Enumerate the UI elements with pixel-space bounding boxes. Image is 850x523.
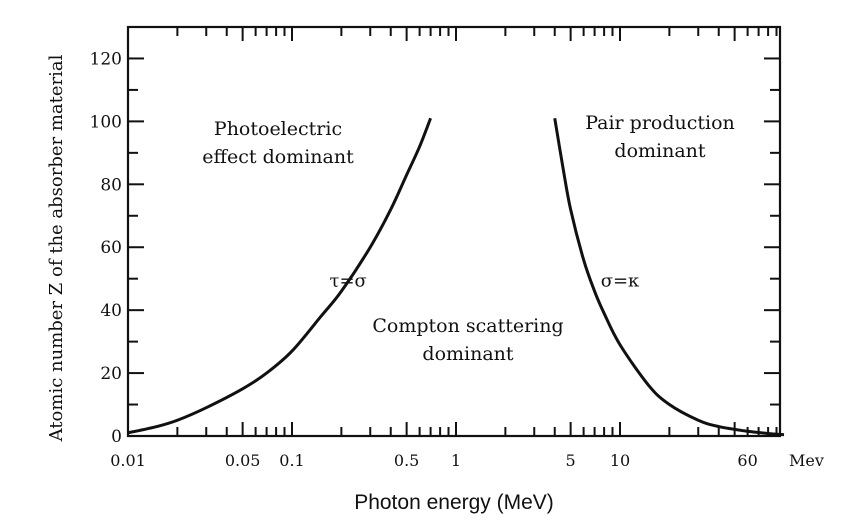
- x-unit-label: Mev: [789, 451, 824, 470]
- y-tick-label: 100: [90, 112, 122, 132]
- x-tick-label: 0.05: [225, 451, 261, 470]
- axis-tick-labels: 0.01 0.05 0.1 0.5 1 5 10 60 0 20 40 60 80 100 120: [90, 49, 758, 470]
- curve-compton-pair: [553, 117, 785, 437]
- y-tick-label: 40: [100, 301, 122, 321]
- curve-label: τ=σ: [329, 271, 366, 292]
- x-tick-label: 60: [737, 451, 757, 470]
- curve-photo-compton: [127, 117, 432, 435]
- curve-label: σ=κ: [601, 271, 640, 292]
- x-tick-label: 1: [451, 451, 461, 470]
- x-axis-title: Photon energy (MeV): [354, 491, 554, 514]
- y-tick-label: 20: [100, 364, 122, 384]
- axis-ticks: [128, 26, 780, 437]
- annotation-compton: dominant: [422, 343, 513, 365]
- annotation-photoelectric: Photoelectric: [214, 118, 342, 140]
- y-tick-label: 60: [100, 238, 122, 258]
- x-tick-label: 0.5: [394, 451, 419, 470]
- x-tick-label: 0.1: [279, 451, 304, 470]
- region-annotations: Photoelectric effect dominant Pair product…: [202, 112, 735, 365]
- x-tick-label: 10: [610, 451, 630, 470]
- y-axis-title: Atomic number Z of the absorber material: [46, 54, 67, 442]
- annotation-pair: dominant: [614, 140, 705, 162]
- plot-frame: [126, 25, 782, 438]
- annotation-photoelectric: effect dominant: [202, 146, 354, 168]
- annotation-compton: Compton scattering: [372, 315, 563, 337]
- y-tick-label: 120: [90, 49, 122, 69]
- annotation-pair: Pair production: [585, 112, 735, 134]
- x-tick-label: 5: [566, 451, 576, 470]
- x-tick-label: 0.01: [110, 451, 146, 470]
- y-tick-label: 80: [100, 175, 122, 195]
- y-tick-label: 0: [111, 427, 122, 447]
- curves: τ=σ σ=κ: [127, 117, 785, 437]
